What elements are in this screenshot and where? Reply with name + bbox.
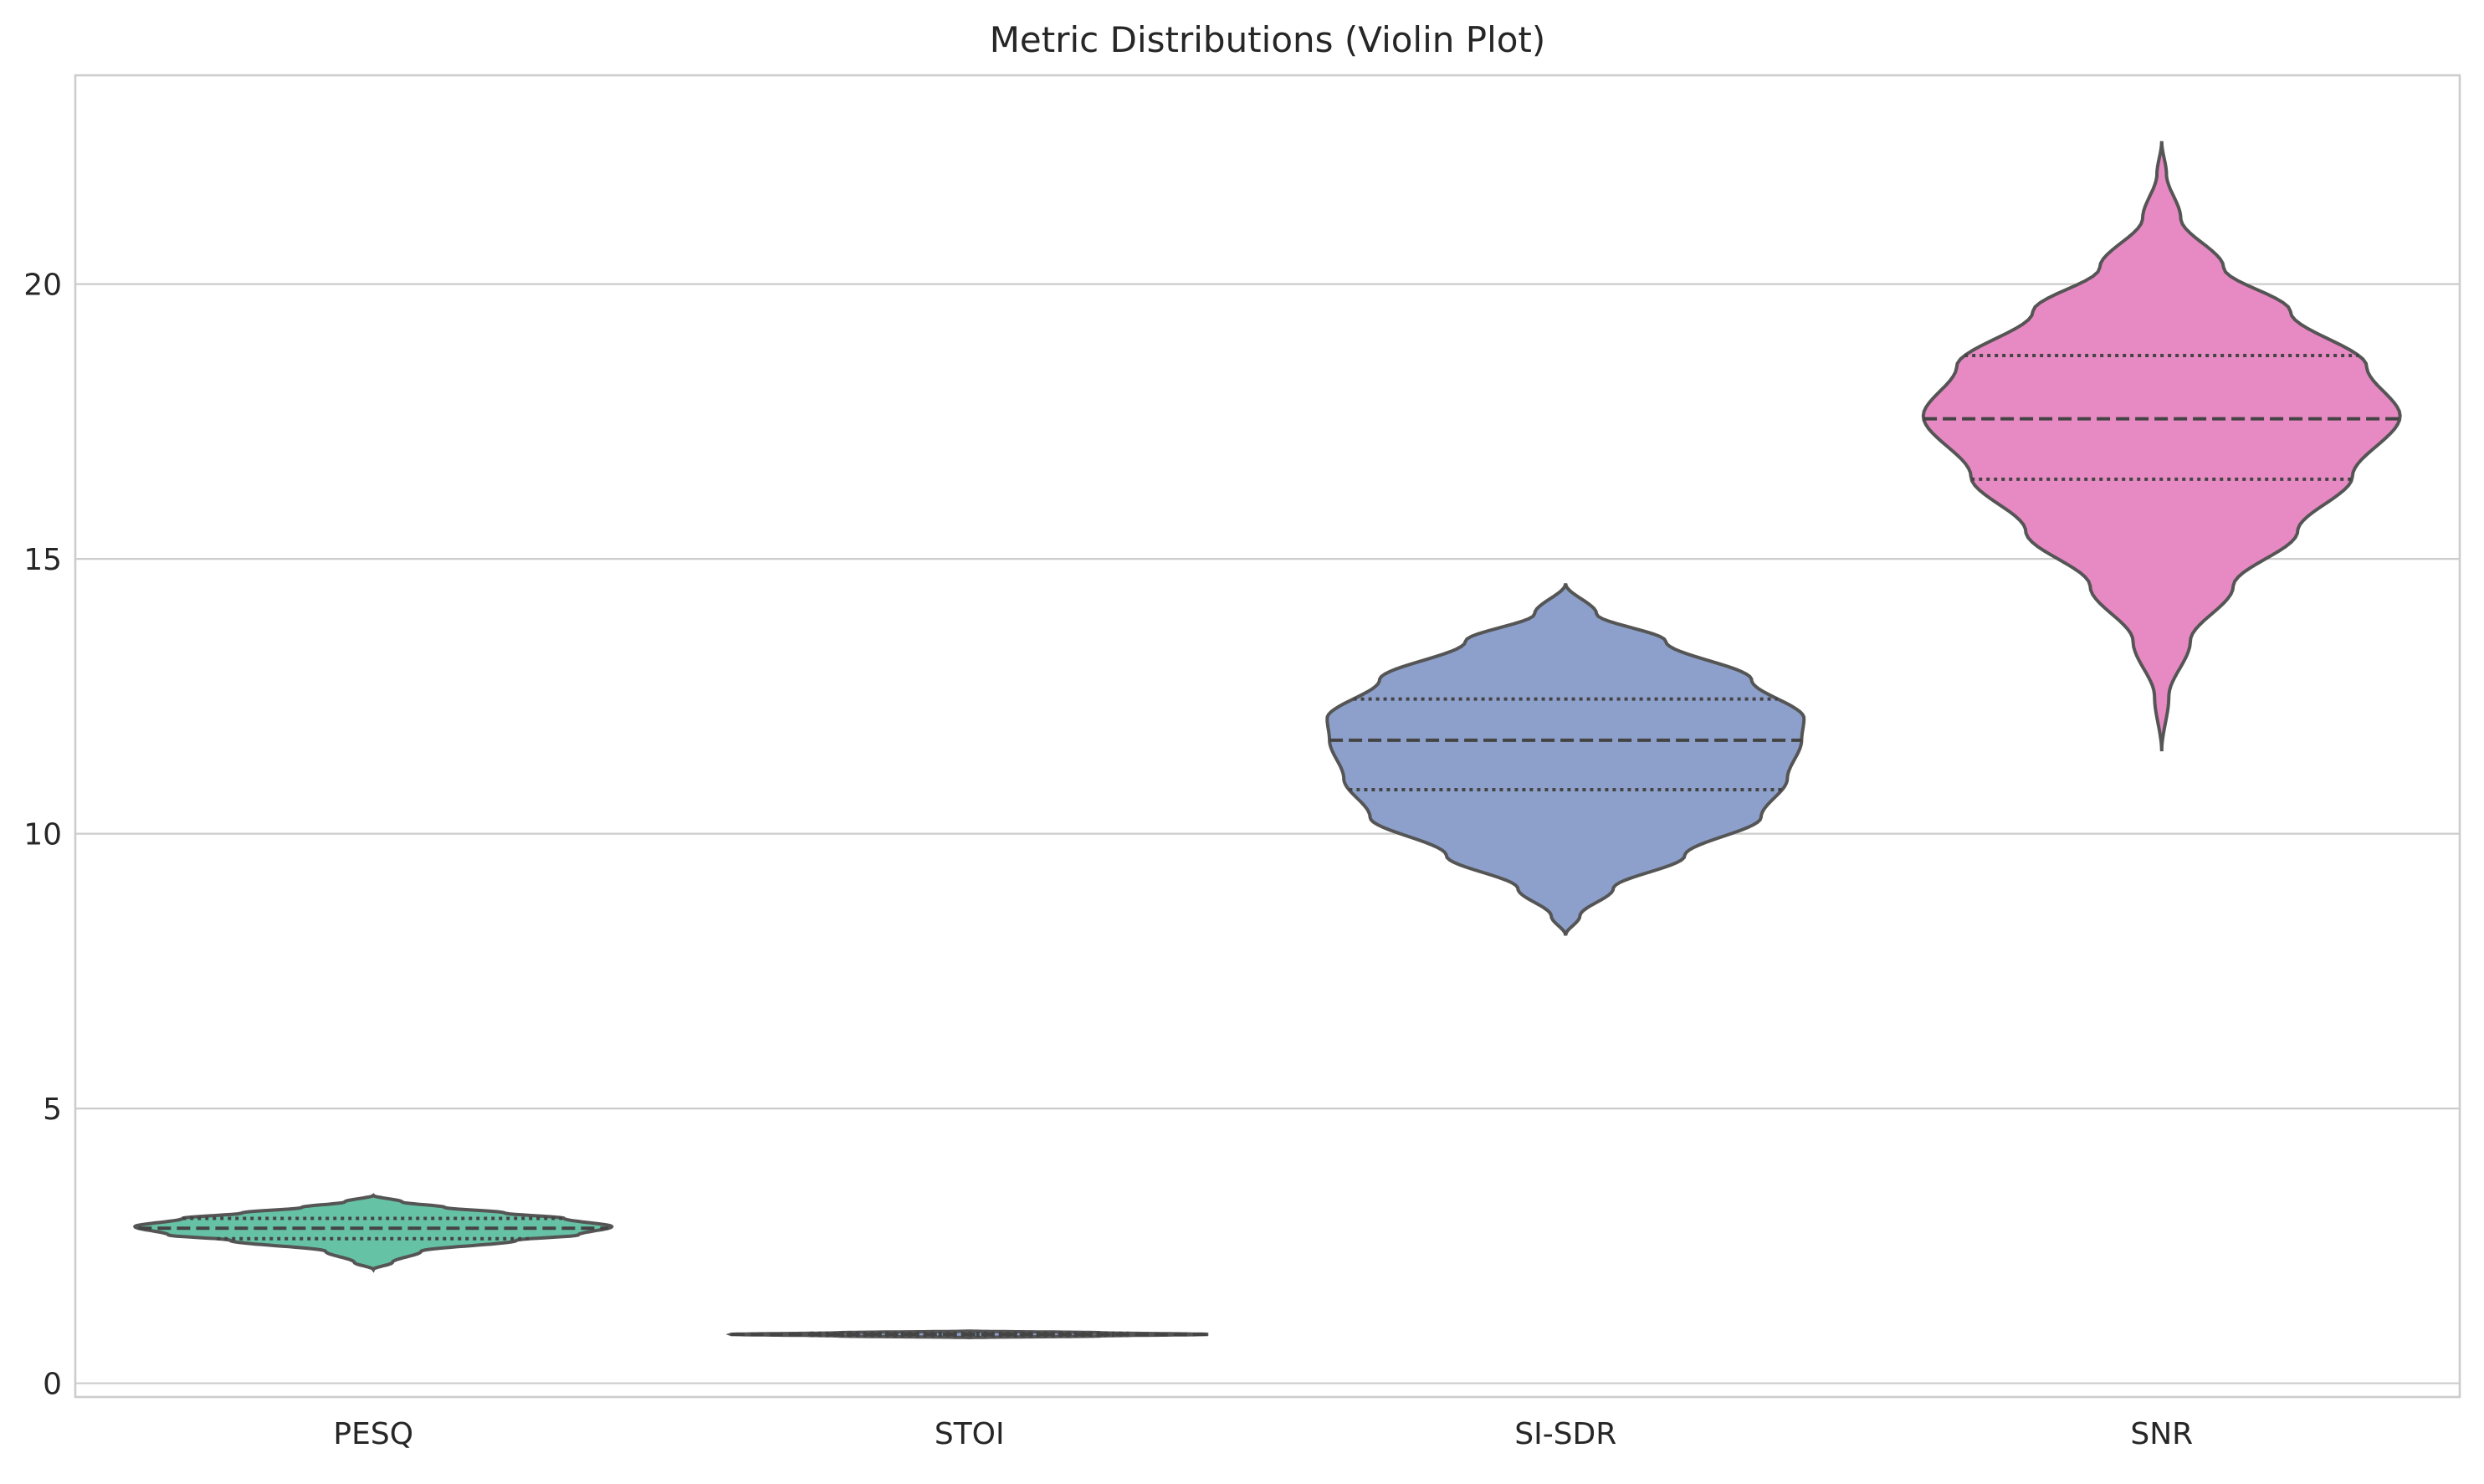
violin-pesq [132,1193,614,1273]
y-tick-label: 0 [43,1368,62,1402]
x-tick-label: PESQ [333,1417,413,1451]
violin-si-sdr [1325,583,1806,936]
chart-title: Metric Distributions (Violin Plot) [990,19,1546,60]
x-tick-label: SNR [2130,1417,2193,1451]
violin-snr [1921,141,2402,752]
tick-labels: 0 5 10 15 20 PESQ STOI SI-SDR SNR [23,269,2193,1451]
plot-frame [74,74,2461,1399]
y-tick-label: 5 [43,1093,62,1127]
y-tick-label: 15 [23,543,62,577]
x-tick-label: SI-SDR [1514,1417,1616,1451]
x-tick-label: STOI [935,1417,1005,1451]
y-tick-label: 20 [23,269,62,303]
y-tick-label: 10 [23,818,62,852]
violins [132,141,2402,1339]
